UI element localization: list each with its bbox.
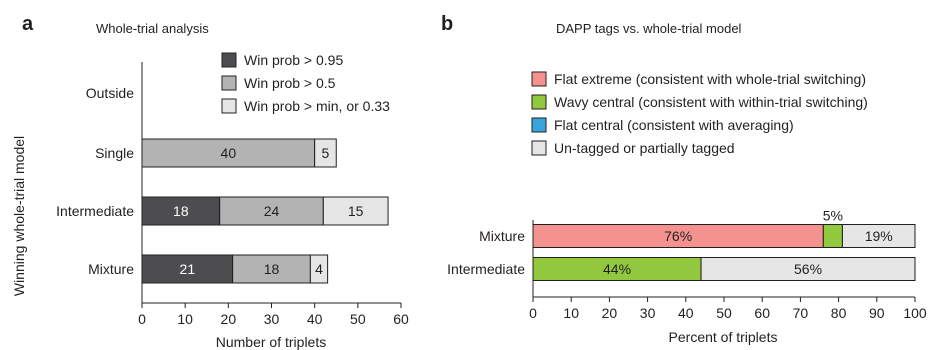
legend-swatch-wavy-central-consistent-with-within-trial-switching [531,94,547,110]
legend-swatch-un-tagged-or-partially-tagged [531,140,547,156]
legend-swatch-flat-central-consistent-with-averaging [531,117,547,133]
bar-intermediate-win-prob-0-5 [219,196,324,226]
category-label-intermediate: Intermediate [56,203,134,219]
data-label-mixture-flat-extreme-consistent-with-whole-trial-switching: 76% [664,228,692,244]
panel-b-title: DAPP tags vs. whole-trial model [556,21,742,36]
bar-intermediate-un-tagged-or-partially-tagged [700,257,916,281]
x-tick-label-20: 20 [602,305,618,321]
x-tick-label-40: 40 [678,305,694,321]
legend-swatch-win-prob-0-5 [221,75,237,91]
category-label-intermediate: Intermediate [447,261,525,277]
bar-mixture-win-prob-min-or-0-33 [309,254,329,284]
x-tick-label-50: 50 [716,305,732,321]
panel-a-legend: Win prob > 0.95 Win prob > 0.5 Win prob > … [221,52,390,114]
data-label-mixture-win-prob-min-or-0-33: 4 [315,261,323,277]
legend-label-un-tagged-or-partially-tagged: Un-tagged or partially tagged [554,140,735,156]
bar-single-win-prob-0-5 [141,138,316,168]
legend-swatch-flat-extreme-consistent-with-whole-trial-switching [531,71,547,87]
data-label-mixture-win-prob-0-5: 18 [264,261,280,277]
x-tick-label-0: 0 [529,305,537,321]
x-tick-label-30: 30 [640,305,656,321]
x-tick-label-0: 0 [138,311,146,327]
panel-a-y-axis-title: Winning whole-trial model [11,136,27,296]
data-label-mixture-wavy-central-consistent-with-within-trial-switching: 5% [823,208,843,224]
x-tick-label-60: 60 [754,305,770,321]
x-tick-label-30: 30 [264,311,280,327]
panel-b-bars: 76% 5% 19% 44% 56% [532,208,916,281]
bar-mixture-wavy-central-consistent-with-within-trial-switching [822,224,843,248]
data-label-mixture-un-tagged-or-partially-tagged: 19% [865,228,893,244]
panel-a: a Whole-trial analysis Winning whole-tri… [11,13,409,350]
category-label-outside: Outside [86,85,134,101]
data-label-intermediate-win-prob-0-5: 24 [264,203,280,219]
x-tick-label-50: 50 [350,311,366,327]
panel-a-x-axis-title: Number of triplets [216,334,326,350]
x-tick-label-20: 20 [221,311,237,327]
bar-mixture-win-prob-0-95 [141,254,234,284]
x-tick-label-60: 60 [393,311,409,327]
category-label-mixture: Mixture [479,228,525,244]
data-label-intermediate-win-prob-min-or-0-33: 15 [348,203,364,219]
panel-b-x-axis-title: Percent of triplets [669,329,778,345]
bar-intermediate-win-prob-min-or-0-33 [322,196,389,226]
x-tick-label-80: 80 [831,305,847,321]
legend-swatch-win-prob-min-or-0-33 [221,98,237,114]
data-label-mixture-win-prob-0-95: 21 [180,261,196,277]
category-label-single: Single [95,145,134,161]
panel-b: b DAPP tags vs. whole-trial model Percen… [441,13,927,345]
panel-b-category-labels: Mixture Intermediate [447,228,525,277]
bar-mixture-win-prob-0-5 [232,254,311,284]
category-label-mixture: Mixture [88,261,134,277]
legend-label-flat-central-consistent-with-averaging: Flat central (consistent with averaging) [554,117,794,133]
x-tick-label-100: 100 [903,305,927,321]
bar-intermediate-win-prob-0-95 [141,196,221,226]
legend-label-win-prob-min-or-0-33: Win prob > min, or 0.33 [244,98,390,114]
data-label-intermediate-un-tagged-or-partially-tagged: 56% [794,261,822,277]
legend-swatch-win-prob-0-95 [221,52,237,68]
panel-b-axes: 0 10 20 30 40 50 60 70 80 90 100 [529,220,927,321]
data-label-single-win-prob-0-5: 40 [221,145,237,161]
panel-a-category-labels: Outside Single Intermediate Mixture [56,85,134,277]
panel-b-legend: Flat extreme (consistent with whole-tria… [531,71,868,156]
data-label-single-win-prob-min-or-0-33: 5 [322,145,330,161]
panel-b-letter: b [441,13,453,35]
x-tick-label-10: 10 [177,311,193,327]
legend-label-win-prob-0-95: Win prob > 0.95 [244,52,343,68]
panel-a-bars: 40 5 18 24 15 21 18 4 [141,138,389,284]
legend-label-win-prob-0-5: Win prob > 0.5 [244,75,336,91]
legend-label-wavy-central-consistent-with-within-trial-switching: Wavy central (consistent with within-tri… [554,94,868,110]
data-label-intermediate-win-prob-0-95: 18 [173,203,189,219]
data-label-intermediate-wavy-central-consistent-with-within-trial-switching: 44% [603,261,631,277]
legend-label-flat-extreme-consistent-with-whole-trial-switching: Flat extreme (consistent with whole-tria… [554,71,866,87]
panel-a-letter: a [22,13,34,35]
x-tick-label-10: 10 [563,305,579,321]
bar-single-win-prob-min-or-0-33 [314,138,337,168]
bar-mixture-un-tagged-or-partially-tagged [841,224,916,248]
x-tick-label-90: 90 [869,305,885,321]
panel-a-axes: 0 10 20 30 40 50 60 [138,62,409,327]
panel-a-title: Whole-trial analysis [96,21,209,36]
x-tick-label-70: 70 [793,305,809,321]
x-tick-label-40: 40 [307,311,323,327]
